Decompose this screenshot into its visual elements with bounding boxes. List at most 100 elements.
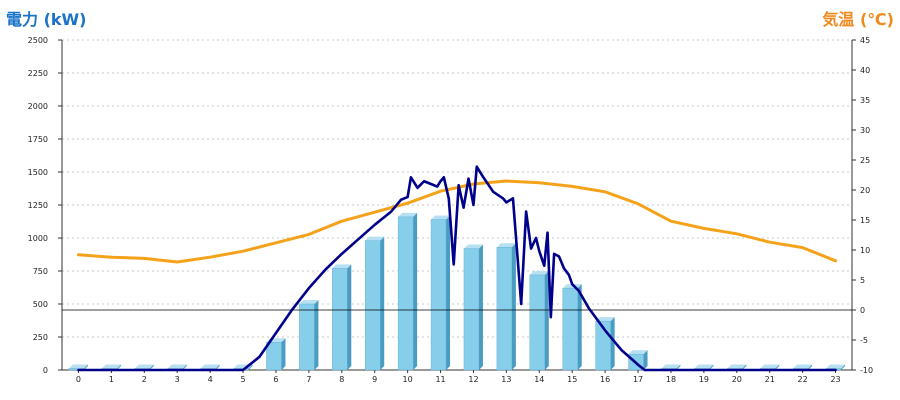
bar-top xyxy=(661,364,681,369)
bar-top xyxy=(398,212,418,217)
bar-side xyxy=(742,364,747,370)
bar-side xyxy=(709,364,714,370)
bar-top xyxy=(299,300,319,304)
bar-top xyxy=(793,364,813,369)
left-tick-label: 2000 xyxy=(28,102,48,111)
bar xyxy=(266,342,282,371)
left-tick-label: 2250 xyxy=(28,69,48,78)
bar-side xyxy=(182,364,187,370)
left-tick-label: 1250 xyxy=(28,201,48,210)
bar-side xyxy=(83,364,88,370)
bar-side xyxy=(314,300,319,370)
bar-side xyxy=(347,264,352,370)
right-tick-label: -10 xyxy=(860,366,873,375)
bar xyxy=(496,247,513,371)
left-tick-label: 2500 xyxy=(28,36,48,45)
bar-side xyxy=(676,364,681,370)
right-tick-label: 35 xyxy=(860,96,870,105)
x-tick-label: 0 xyxy=(76,375,81,384)
bar-top xyxy=(727,364,747,369)
bar-top xyxy=(628,350,648,355)
x-tick-label: 3 xyxy=(175,375,180,384)
x-tick-label: 14 xyxy=(534,375,544,384)
right-tick-label: 15 xyxy=(860,216,870,225)
bar xyxy=(529,274,545,371)
bar-top xyxy=(200,364,220,369)
bar-side xyxy=(643,350,648,370)
bar-top xyxy=(760,364,780,369)
bar-top xyxy=(595,317,615,322)
left-tick-label: 750 xyxy=(33,267,48,276)
left-tick-label: 500 xyxy=(33,300,48,309)
bar xyxy=(332,268,348,371)
right-tick-label: 25 xyxy=(860,156,870,165)
right-tick-label: 45 xyxy=(860,36,870,45)
bar xyxy=(397,216,414,371)
x-tick-label: 10 xyxy=(403,375,413,384)
bar xyxy=(562,287,578,371)
bar-side xyxy=(544,270,549,370)
power-line xyxy=(77,165,837,372)
bar-side xyxy=(281,338,286,370)
bar-side xyxy=(775,364,780,370)
bar-top xyxy=(167,364,187,369)
x-tick-label: 1 xyxy=(109,375,114,384)
right-tick-label: 5 xyxy=(860,276,865,285)
x-tick-label: 20 xyxy=(732,375,742,384)
bar-side xyxy=(446,215,451,370)
right-tick-label: 30 xyxy=(860,126,870,135)
bar-top xyxy=(365,236,385,241)
left-tick-label: 250 xyxy=(33,333,48,342)
bar-top xyxy=(826,364,846,369)
x-tick-label: 4 xyxy=(208,375,213,384)
bar xyxy=(365,240,381,371)
bar-top xyxy=(529,270,549,275)
bar-side xyxy=(149,364,154,370)
bar xyxy=(463,248,480,371)
x-tick-label: 23 xyxy=(830,375,840,384)
left-tick-label: 0 xyxy=(43,366,48,375)
x-tick-label: 18 xyxy=(666,375,676,384)
bar-top xyxy=(463,244,483,249)
bar-top xyxy=(134,364,154,369)
left-tick-label: 1000 xyxy=(28,234,48,243)
x-tick-label: 9 xyxy=(372,375,377,384)
x-tick-label: 6 xyxy=(273,375,278,384)
bar-side xyxy=(577,284,582,370)
bar xyxy=(299,303,315,371)
right-tick-label: -5 xyxy=(860,336,868,345)
right-axis-title: 気温 (℃) xyxy=(822,10,894,29)
x-tick-label: 19 xyxy=(699,375,709,384)
x-tick-label: 15 xyxy=(567,375,577,384)
bar-side xyxy=(478,244,483,370)
bar-top xyxy=(101,364,121,369)
bar-side xyxy=(841,364,846,370)
bar-top xyxy=(431,215,451,220)
x-tick-label: 22 xyxy=(798,375,808,384)
bar-side xyxy=(380,236,385,370)
right-tick-label: 10 xyxy=(860,246,870,255)
bar-top xyxy=(496,243,516,248)
right-tick-label: 0 xyxy=(860,306,865,315)
x-tick-label: 5 xyxy=(240,375,245,384)
bar xyxy=(430,219,447,371)
x-tick-label: 2 xyxy=(142,375,147,384)
left-tick-label: 1750 xyxy=(28,135,48,144)
bar-top xyxy=(332,264,352,269)
bar-side xyxy=(808,364,813,370)
left-tick-label: 1500 xyxy=(28,168,48,177)
bar-side xyxy=(511,243,516,370)
x-tick-label: 13 xyxy=(501,375,511,384)
bar-side xyxy=(116,364,121,370)
right-tick-label: 40 xyxy=(860,66,870,75)
bar-top xyxy=(68,364,88,369)
bar-side xyxy=(215,364,220,370)
bar-side xyxy=(610,317,615,370)
left-axis-title: 電力 (kW) xyxy=(6,10,87,29)
x-tick-label: 17 xyxy=(633,375,643,384)
x-tick-label: 11 xyxy=(435,375,445,384)
x-tick-label: 12 xyxy=(468,375,478,384)
x-tick-label: 16 xyxy=(600,375,610,384)
bar-side xyxy=(413,212,418,370)
